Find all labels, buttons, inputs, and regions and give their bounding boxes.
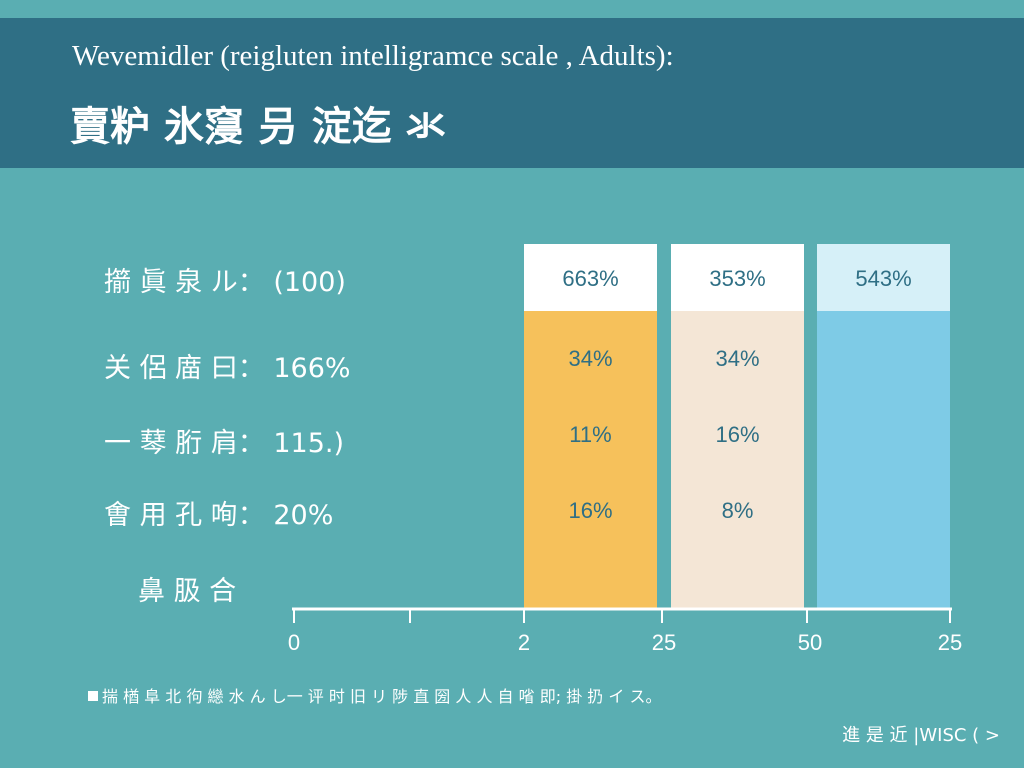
stat-row-1: 擶 眞 泉 ル： (100) [104,260,346,299]
bar-column-3 [817,311,950,609]
header-banner [0,18,1024,168]
stat-row-4: 㑹 用 孔 咰： 20% [104,493,333,532]
stat-value: 20% [273,500,334,531]
stat-label: 㑹 用 孔 咰： [104,500,265,531]
x-tick-label: 25 [652,630,676,655]
x-tick-label: 0 [288,630,300,655]
stat-value: 115.) [273,428,344,459]
bar-value-label: 11% [569,422,611,447]
stat-value: 166% [273,353,351,384]
bar-value-label: 8% [722,498,754,523]
bar-value-label: 34% [568,346,612,371]
bar-column-1 [524,311,657,609]
bar-header-label: 353% [709,266,765,291]
stat-label: 擶 眞 泉 ル： [104,267,265,298]
x-tick-label: 2 [518,630,530,655]
legend-label: 鼻 䏜 合 [138,576,237,607]
footnote-text: 揣 楢 阜 北 㣘 纞 水 ん し一 评 时 旧 リ 陟 直 圀 人 人 自 㗂… [102,687,662,706]
bar-value-label: 16% [568,498,612,523]
source-credit: 進 是 近 |WISC ( > [842,725,1000,746]
bar-header-cell-1 [524,244,657,311]
stat-row-2: 关 侶 庿 曰： 166% [104,346,351,385]
bar-value-label: 34% [715,346,759,371]
stat-label: 一 䔷 胻 肩： [104,428,265,459]
stat-label: 关 侶 庿 曰： [104,353,265,384]
bar-header-cell-2 [671,244,804,311]
bullet-square-icon [88,691,98,701]
bar-header-label: 663% [562,266,618,291]
x-tick-label: 50 [798,630,822,655]
x-tick-label: 25 [938,630,962,655]
bar-header-label: 543% [855,266,911,291]
footnote: 揣 楢 阜 北 㣘 纞 水 ん し一 评 时 旧 リ 陟 直 圀 人 人 自 㗂… [88,683,661,707]
chart-title-english: Wevemidler (reigluten intelligramce scal… [72,40,674,72]
bar-value-label: 16% [715,422,759,447]
stat-row-3: 一 䔷 胻 肩： 115.) [104,421,344,460]
bar-header-cell-3 [817,244,950,311]
chart-title-japanese: 賣粐 氷䆮 叧 淀迄 氺 [70,104,446,150]
bar-column-2 [671,311,804,609]
stat-value: (100) [273,267,346,298]
